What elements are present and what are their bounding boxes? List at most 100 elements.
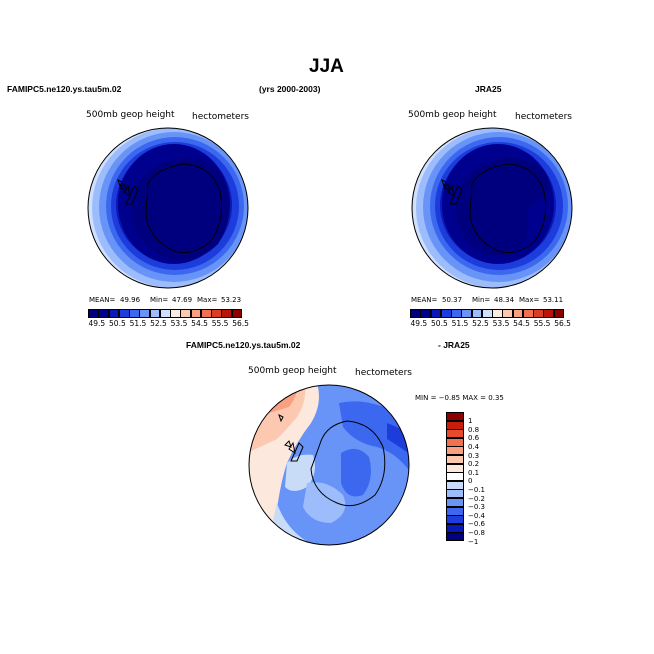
page-title: JJA: [309, 56, 344, 77]
left-colorbar: [88, 309, 243, 318]
diff-colorbar-swatch: [446, 429, 464, 439]
diff-colorbar-swatch: [446, 515, 464, 525]
diff-colorbar-swatch: [446, 506, 464, 516]
left-colorbar-labels: 49.5 50.5 51.5 52.5 53.5 54.5 55.5 56.5: [88, 319, 249, 329]
left-colorbar-label: 56.5: [232, 319, 249, 328]
diff-colorbar-swatch: [446, 532, 464, 542]
right-colorbar-label: 53.5: [492, 319, 510, 328]
diff-colorbar-label: 0.1: [468, 468, 480, 477]
left-colorbar-swatch: [221, 309, 233, 318]
diff-colorbar-label: −1: [468, 537, 479, 546]
diff-colorbar-swatch: [446, 455, 464, 465]
right-colorbar-swatch: [461, 309, 473, 318]
right-mean-value: 50.37: [442, 296, 463, 304]
left-colorbar-swatch: [108, 309, 120, 318]
left-colorbar-label: 54.5: [191, 319, 208, 328]
right-map: [411, 127, 573, 289]
left-colorbar-swatch: [159, 309, 171, 318]
left-colorbar-swatch: [190, 309, 202, 318]
right-colorbar-swatch: [451, 309, 462, 318]
diff-colorbar-label: −0.8: [468, 528, 485, 537]
left-colorbar-label: 55.5: [211, 319, 229, 328]
diff-colorbar-swatch: [446, 412, 464, 422]
diff-colorbar-label: 0.2: [468, 460, 480, 469]
left-colorbar-swatch: [149, 309, 161, 318]
left-field-label: 500mb geop height: [86, 110, 175, 120]
diff-map: [248, 384, 410, 546]
right-colorbar-swatch: [543, 309, 555, 318]
diff-minmax: MIN = −0.85 MAX = 0.35: [415, 394, 504, 402]
right-units-label: hectometers: [515, 112, 572, 122]
diff-colorbar-label: −0.6: [468, 520, 485, 529]
diff-colorbar-swatch: [446, 480, 464, 490]
right-colorbar-swatch: [420, 309, 432, 318]
diff-colorbar-label: −0.2: [468, 494, 485, 503]
diff-colorbar-swatch: [446, 472, 464, 482]
right-field-label: 500mb geop height: [408, 110, 497, 120]
diff-model-name: FAMIPC5.ne120.ys.tau5m.02: [186, 340, 301, 350]
diff-colorbar-label: −0.3: [468, 503, 485, 512]
right-colorbar-swatch: [430, 309, 442, 318]
right-colorbar-swatch: [492, 309, 503, 318]
left-colorbar-label: 53.5: [170, 319, 188, 328]
diff-colorbar-label: 0.6: [468, 434, 480, 443]
left-colorbar-swatch: [129, 309, 140, 318]
left-colorbar-swatch: [170, 309, 181, 318]
left-min-label: Min=: [150, 296, 169, 304]
right-colorbar-swatch: [533, 309, 544, 318]
left-colorbar-swatch: [139, 309, 151, 318]
diff-colorbar-swatch: [446, 463, 464, 473]
left-max-label: Max=: [197, 296, 218, 304]
left-mean-label: MEAN=: [89, 296, 116, 304]
diff-colorbar-label: 0: [468, 477, 473, 486]
right-colorbar-label: 50.5: [431, 319, 448, 328]
diff-colorbar-label: −0.1: [468, 485, 485, 494]
left-colorbar-label: 52.5: [150, 319, 167, 328]
left-units-label: hectometers: [192, 112, 249, 122]
diff-colorbar: [446, 412, 464, 542]
left-map: [87, 127, 249, 289]
diff-colorbar-label: 0.4: [468, 442, 480, 451]
diff-colorbar-swatch: [446, 489, 464, 499]
left-model-name: FAMIPC5.ne120.ys.tau5m.02: [7, 84, 122, 94]
right-colorbar-label: 55.5: [533, 319, 551, 328]
right-colorbar-label: 49.5: [410, 319, 428, 328]
right-max-value: 53.11: [543, 296, 564, 304]
diff-colorbar-labels: 1 0.8 0.6 0.4 0.3 0.2 0.1 0 −0.1 −0.2 −0.3 −0.4 −0.6…: [468, 412, 508, 545]
diff-colorbar-swatch: [446, 498, 464, 508]
diff-ref-name: - JRA25: [438, 340, 470, 350]
left-colorbar-swatch: [98, 309, 110, 318]
right-colorbar-labels: 49.5 50.5 51.5 52.5 53.5 54.5 55.5 56.5: [410, 319, 571, 329]
diff-colorbar-label: 1: [468, 417, 473, 426]
right-max-label: Max=: [519, 296, 540, 304]
diff-colorbar-label: −0.4: [468, 511, 485, 520]
right-colorbar-swatch: [512, 309, 524, 318]
left-colorbar-swatch: [118, 309, 130, 318]
right-min-value: 48.34: [494, 296, 515, 304]
left-colorbar-label: 51.5: [129, 319, 147, 328]
left-colorbar-label: 50.5: [109, 319, 126, 328]
right-colorbar-swatch: [440, 309, 452, 318]
left-colorbar-swatch: [231, 309, 243, 318]
right-colorbar-swatch: [522, 309, 534, 318]
right-colorbar: [410, 309, 565, 318]
diff-colorbar-label: 0.8: [468, 425, 480, 434]
right-colorbar-label: 54.5: [513, 319, 530, 328]
years-label: (yrs 2000-2003): [259, 84, 321, 94]
left-colorbar-swatch: [180, 309, 192, 318]
left-min-value: 47.69: [172, 296, 193, 304]
diff-field-label: 500mb geop height: [248, 366, 337, 376]
diff-colorbar-swatch: [446, 523, 464, 533]
right-colorbar-label: 56.5: [554, 319, 571, 328]
left-colorbar-swatch: [200, 309, 212, 318]
left-colorbar-swatch: [88, 309, 99, 318]
left-mean-value: 49.96: [120, 296, 141, 304]
right-colorbar-swatch: [502, 309, 514, 318]
right-colorbar-swatch: [553, 309, 565, 318]
right-colorbar-swatch: [481, 309, 493, 318]
diff-colorbar-swatch: [446, 446, 464, 456]
left-colorbar-label: 49.5: [88, 319, 106, 328]
left-max-value: 53.23: [221, 296, 242, 304]
right-model-name: JRA25: [475, 84, 502, 94]
left-colorbar-swatch: [211, 309, 222, 318]
